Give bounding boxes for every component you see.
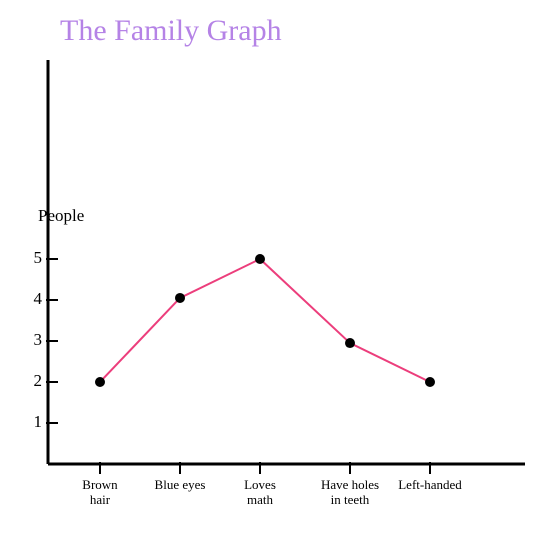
y-tick-label: 3 — [18, 330, 42, 350]
x-tick-label: Lovesmath — [220, 478, 300, 508]
x-tick-label: Blue eyes — [140, 478, 220, 493]
x-tick-label: Left-handed — [390, 478, 470, 493]
family-graph-chart: The Family Graph People 12345 BrownhairB… — [0, 0, 550, 550]
y-tick-label: 4 — [18, 289, 42, 309]
x-tick-label: Brownhair — [60, 478, 140, 508]
x-tick-label: Have holesin teeth — [310, 478, 390, 508]
y-tick-label: 1 — [18, 412, 42, 432]
y-tick-label: 2 — [18, 371, 42, 391]
y-axis-label: People — [38, 206, 84, 226]
chart-svg — [0, 0, 550, 550]
y-tick-label: 5 — [18, 248, 42, 268]
